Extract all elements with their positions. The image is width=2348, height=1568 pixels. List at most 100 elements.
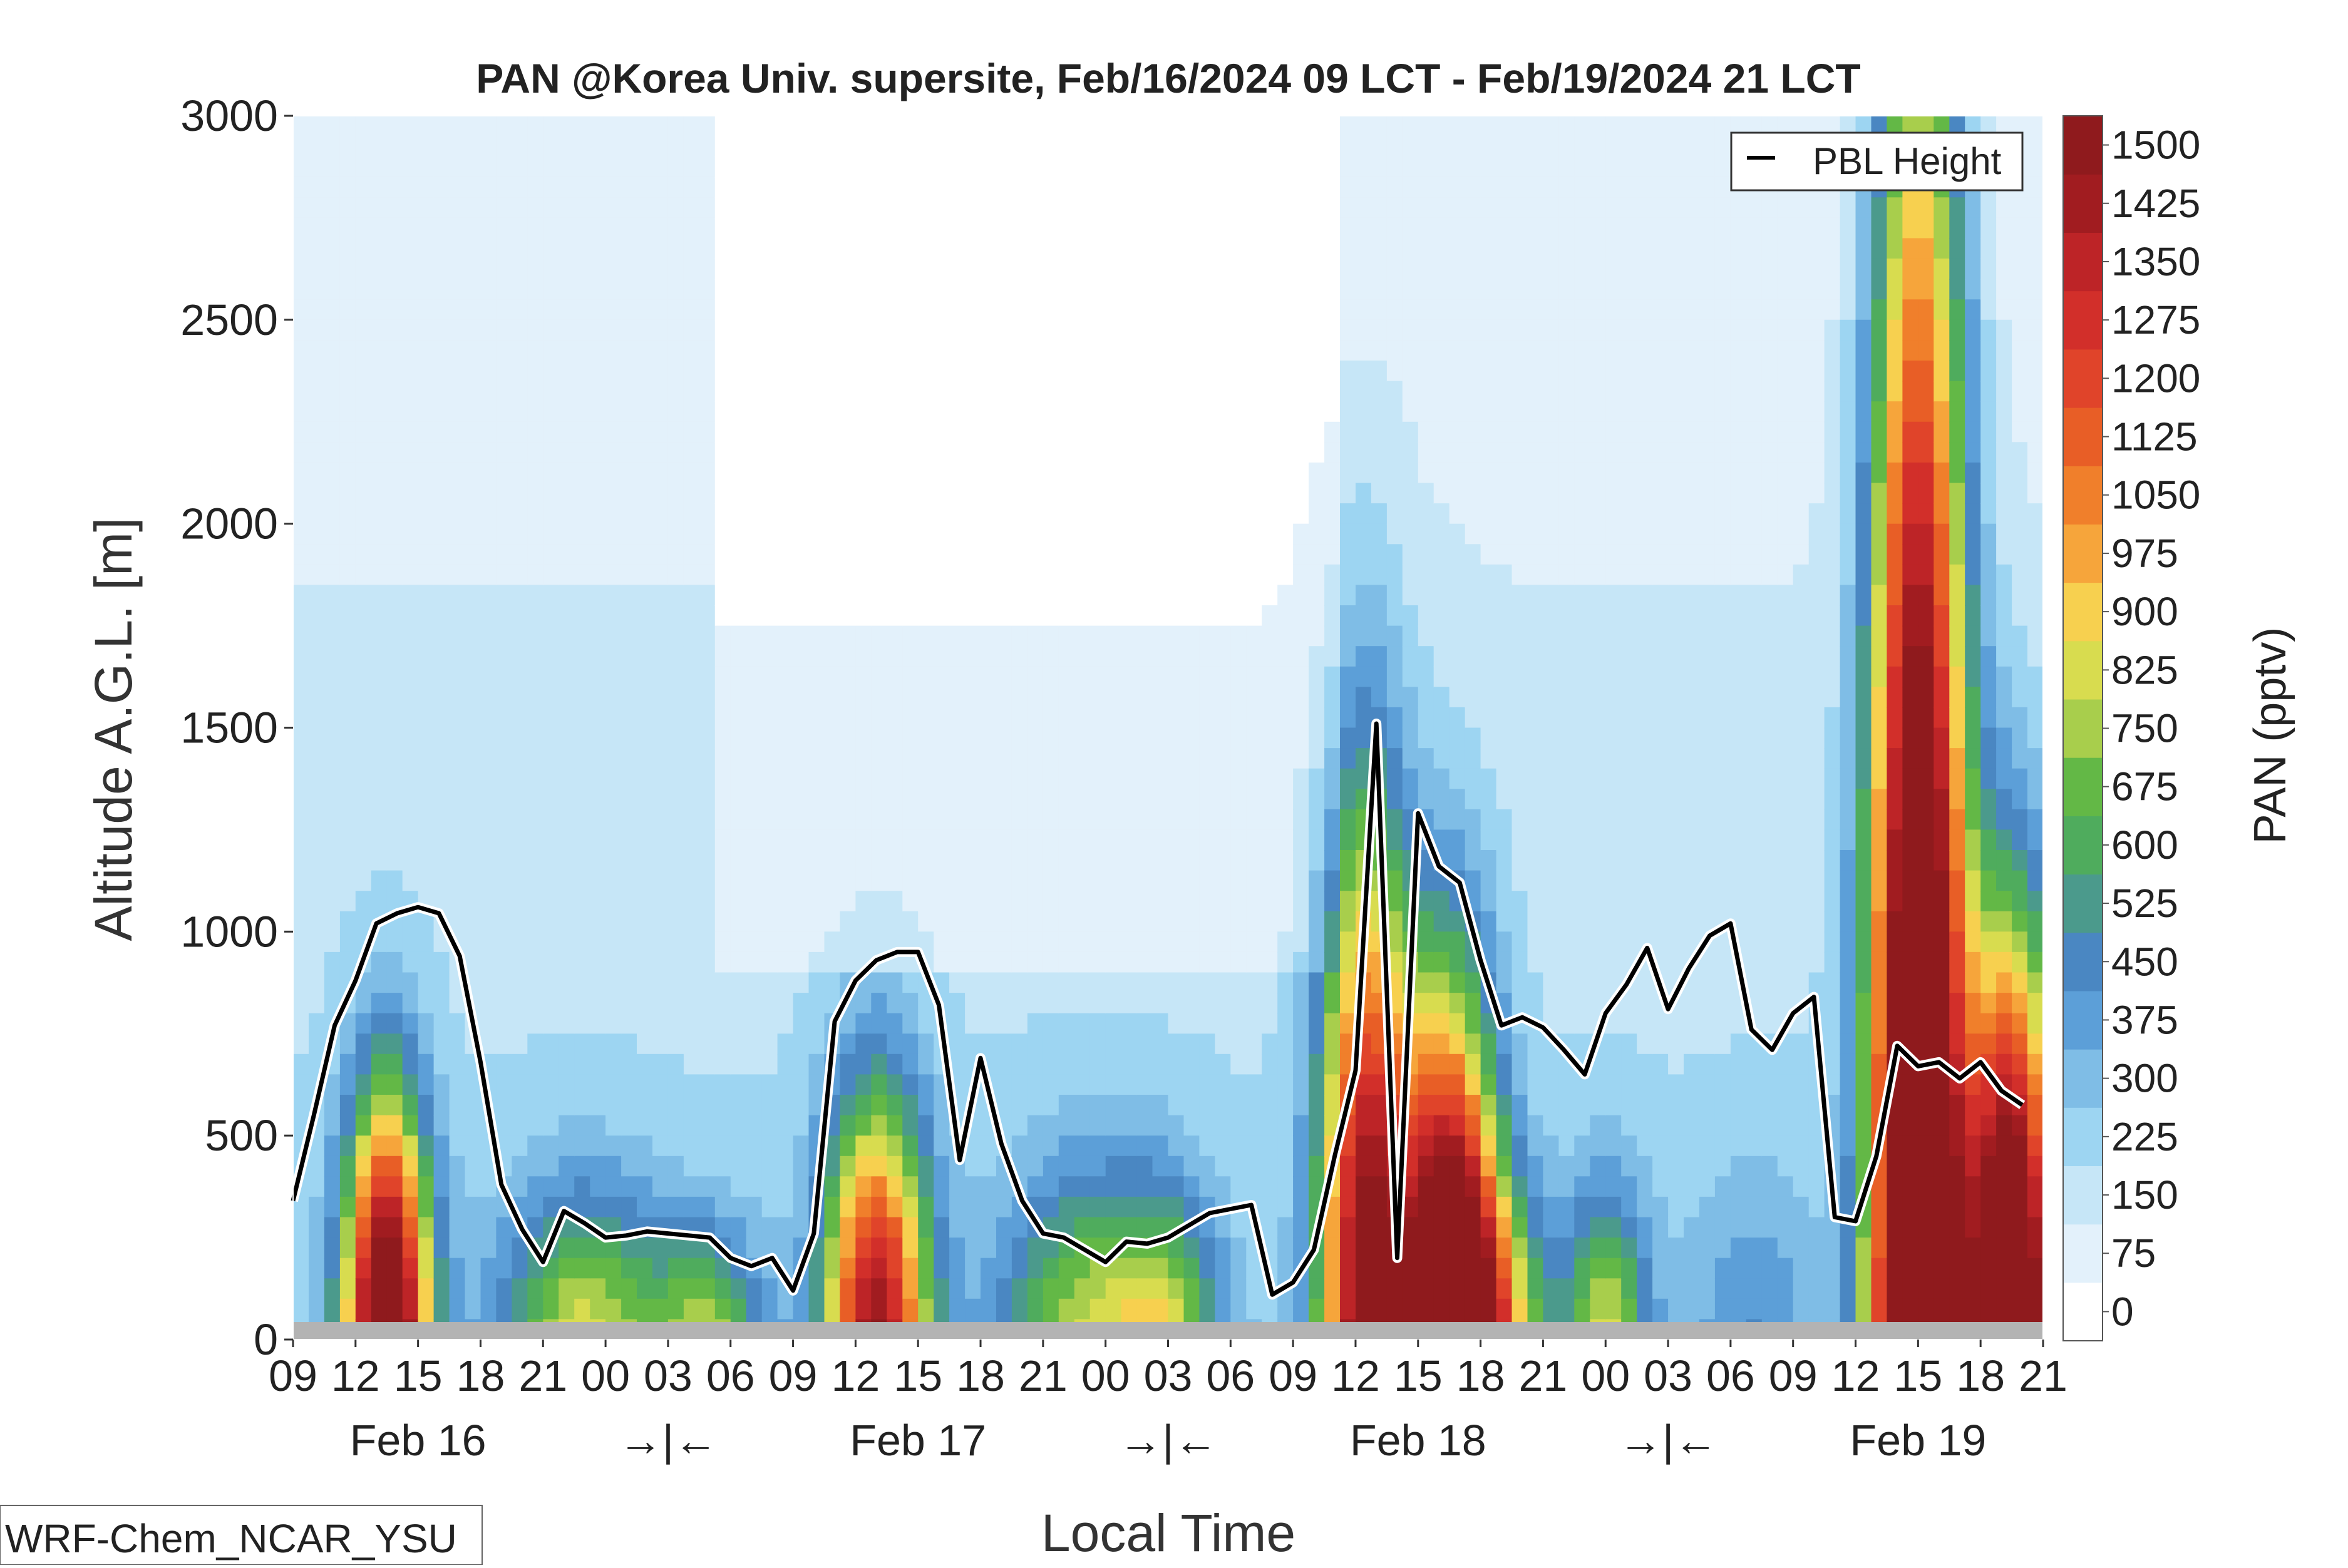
pan-cell [386,197,403,218]
pan-cell [527,1033,544,1055]
pan-cell [496,625,513,647]
pan-cell [871,503,888,525]
pan-cell [1356,299,1372,320]
pan-cell [1543,646,1560,667]
pan-cell [1074,891,1091,912]
pan-cell [1340,829,1356,851]
pan-cell [1183,727,1200,749]
pan-cell [465,197,481,218]
pan-cell [355,544,372,565]
pan-cell [1027,1053,1044,1075]
pan-cell [1136,972,1153,994]
pan-cell [449,319,466,341]
pan-cell [1511,238,1528,260]
pan-cell [652,197,669,218]
pan-cell [293,401,309,423]
pan-cell [1043,259,1059,280]
pan-cell [574,116,591,137]
pan-cell [371,197,388,218]
pan-cell [1340,585,1356,606]
pan-cell [1136,116,1153,137]
pan-cell [793,666,810,688]
pan-cell [1418,870,1434,892]
pan-cell [355,911,372,933]
pan-cell [386,1278,403,1299]
pan-cell [1418,707,1434,729]
pan-cell [965,544,982,565]
pan-cell [683,789,700,810]
pan-cell [1558,1258,1575,1279]
pan-cell [871,156,888,178]
pan-cell [1105,687,1122,708]
pan-cell [1574,809,1591,831]
pan-cell [1386,503,1403,525]
pan-cell [1465,319,1481,341]
pan-cell [761,768,778,790]
pan-cell [683,259,700,280]
pan-cell [1074,625,1091,647]
pan-cell [1418,666,1434,688]
pan-cell [1183,462,1200,484]
pan-cell [402,1156,419,1177]
pan-cell [1121,951,1138,973]
pan-cell [761,136,778,158]
pan-cell [1340,951,1356,973]
pan-cell [355,1053,372,1075]
pan-cell [1043,789,1059,810]
pan-cell [1074,401,1091,423]
pan-cell [512,850,528,871]
pan-cell [1449,1095,1466,1116]
pan-cell [559,1115,575,1137]
pan-cell [324,605,341,627]
pan-cell [761,1196,778,1218]
pan-cell [902,870,919,892]
pan-cell [324,1278,341,1299]
pan-cell [1293,503,1310,525]
pan-cell [793,809,810,831]
pan-cell [840,1217,857,1239]
pan-cell [465,687,481,708]
pan-cell [293,523,309,545]
pan-cell [1543,1156,1560,1177]
pan-cell [1558,156,1575,178]
pan-cell [1168,1033,1185,1055]
pan-cell [902,401,919,423]
pan-cell [1058,381,1075,402]
pan-cell [590,177,607,198]
pan-cell [949,605,966,627]
pan-cell [934,931,950,953]
pan-cell [1277,727,1294,749]
pan-cell [1324,850,1341,871]
pan-cell [574,605,591,627]
pan-cell [730,768,747,790]
pan-cell [871,1217,888,1239]
pan-cell [1402,1217,1419,1239]
pan-cell [480,666,497,688]
pan-cell [714,361,731,382]
pan-cell [949,279,966,300]
pan-cell [840,462,857,484]
pan-cell [1527,136,1544,158]
pan-cell [1043,646,1059,667]
pan-cell [339,931,356,953]
pan-cell [761,1298,778,1320]
pan-cell [761,972,778,994]
pan-cell [1043,972,1059,994]
pan-cell [667,625,684,647]
pan-cell [527,421,544,443]
pan-cell [496,544,513,565]
pan-cell [1230,1237,1247,1259]
pan-cell [1074,340,1091,361]
pan-cell [667,789,684,810]
pan-cell [1324,707,1341,729]
pan-cell [1058,238,1075,260]
pan-cell [667,748,684,769]
pan-cell [1558,259,1575,280]
pan-cell [730,462,747,484]
pan-cell [324,238,341,260]
pan-cell [402,1115,419,1137]
pan-cell [1371,687,1388,708]
pan-cell [1089,605,1106,627]
pan-cell [480,1196,497,1218]
pan-cell [761,1033,778,1055]
